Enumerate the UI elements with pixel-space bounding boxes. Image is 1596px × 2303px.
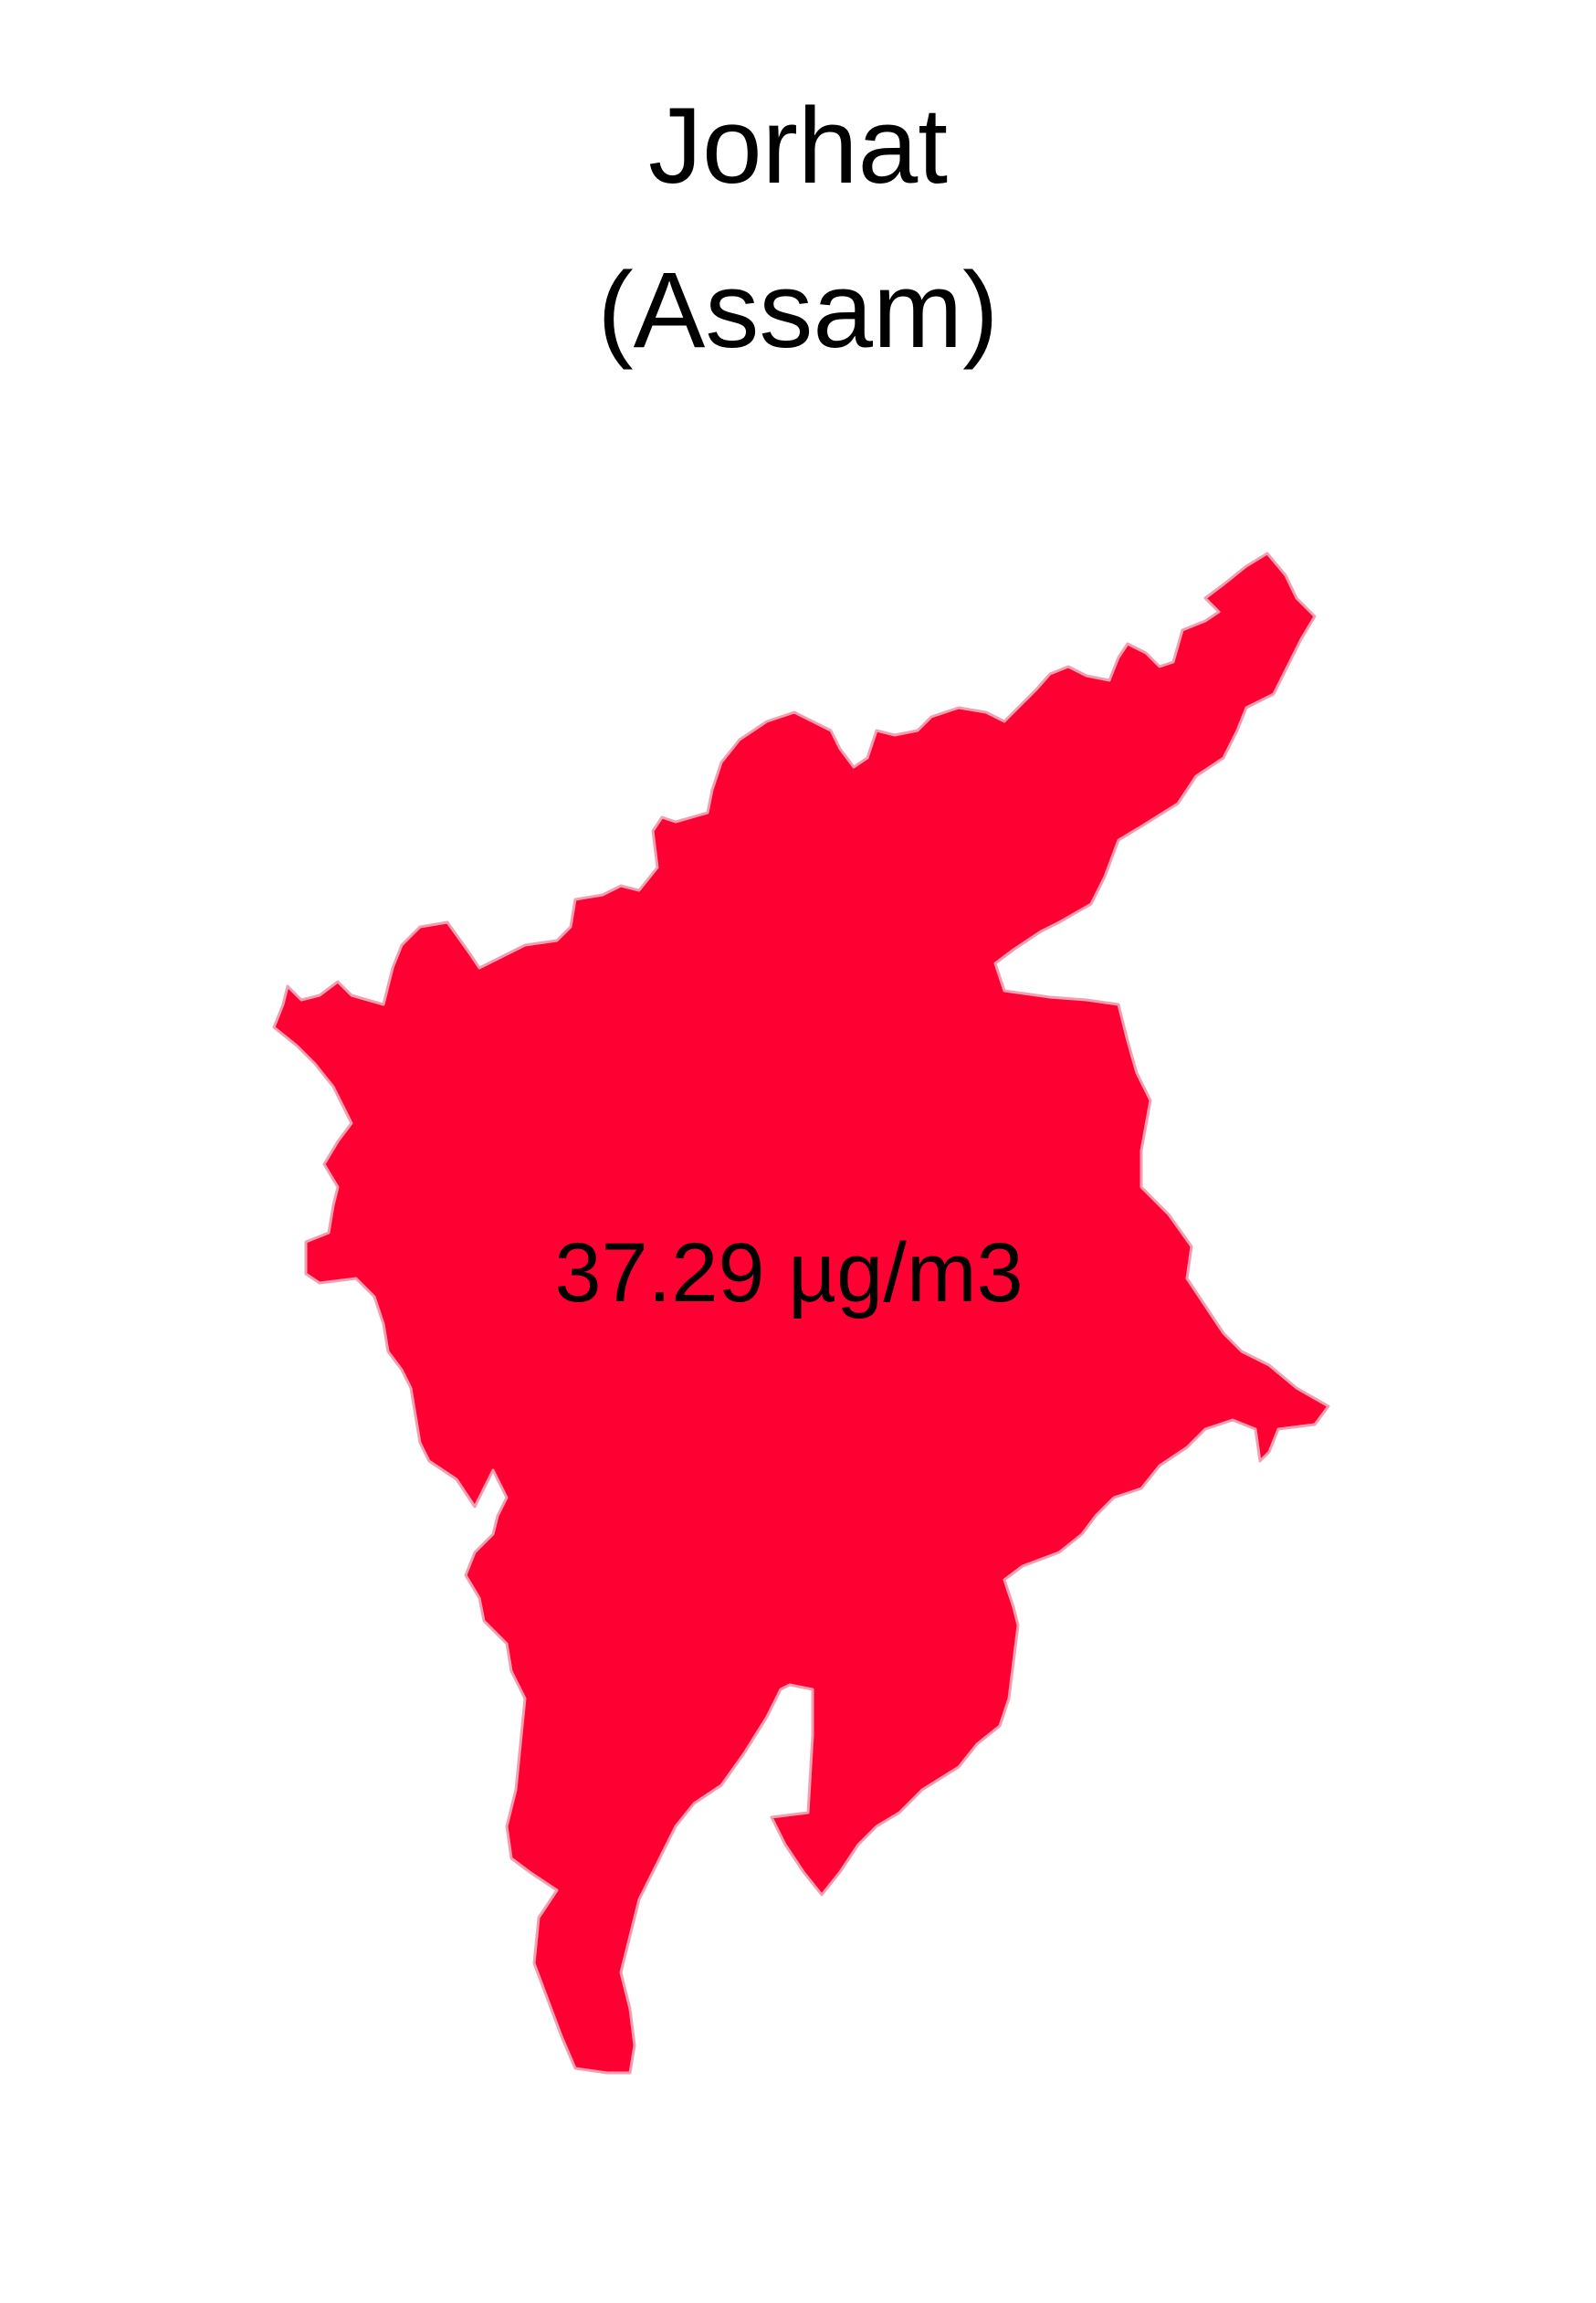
map-title-block: Jorhat (Assam) xyxy=(0,64,1596,393)
district-title: Jorhat xyxy=(648,86,948,206)
state-subtitle: (Assam) xyxy=(597,250,999,371)
pm25-value-label: 37.29 µg/m3 xyxy=(554,1226,1023,1320)
district-region-jorhat[interactable] xyxy=(272,552,1330,2075)
